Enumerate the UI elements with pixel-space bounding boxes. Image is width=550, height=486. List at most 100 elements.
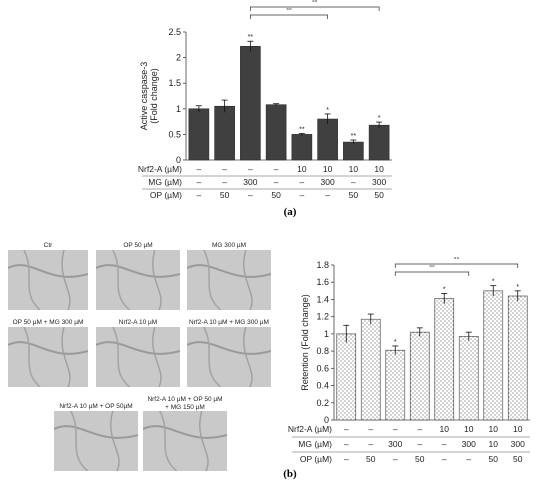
condition-value: – xyxy=(222,164,227,174)
y-tick-label: 1.4 xyxy=(316,294,329,304)
micrograph-caption: MG 300 µM xyxy=(211,242,247,249)
condition-value: 50 xyxy=(349,190,359,200)
condition-value: 300 xyxy=(372,177,386,187)
y-tick-label: 0.4 xyxy=(316,381,329,391)
bar xyxy=(409,331,430,421)
bar xyxy=(265,104,287,161)
significance-mark: * xyxy=(326,107,329,114)
condition-label: Nrf2-A (µM) xyxy=(138,164,182,174)
condition-value: 50 xyxy=(374,190,384,200)
y-tick-label: 1.8 xyxy=(316,260,329,270)
micrograph xyxy=(8,327,88,387)
condition-value: – xyxy=(197,190,202,200)
condition-value: – xyxy=(222,177,227,187)
condition-value: – xyxy=(197,164,202,174)
comparison-bracket xyxy=(394,271,470,276)
condition-value: 300 xyxy=(388,439,402,449)
condition-value: 10 xyxy=(489,424,499,434)
condition-value: 10 xyxy=(297,164,307,174)
bar xyxy=(240,46,261,161)
condition-value: 10 xyxy=(374,164,384,174)
condition-value: – xyxy=(248,164,253,174)
condition-label: MG (µM) xyxy=(298,439,332,449)
chart-b: 0 0.2 0.4 0.6 0.8 1 1.2 1.4 1.6 1.8 Retention (Fol… xyxy=(283,256,530,480)
micrograph xyxy=(8,250,88,310)
bar xyxy=(214,105,235,161)
bracket-label: °° xyxy=(286,7,292,15)
condition-value: – xyxy=(300,190,305,200)
bar xyxy=(434,298,455,421)
panel-label: (a) xyxy=(284,206,297,218)
significance-mark: ** xyxy=(351,133,357,140)
condition-value: 300 xyxy=(511,439,525,449)
bar xyxy=(458,336,479,421)
y-tick-label: 1 xyxy=(176,104,181,114)
micrograph-caption: Nrf2-A 10 µM + MG 300 µM xyxy=(189,319,269,326)
condition-value: – xyxy=(197,177,202,187)
significance-mark: ** xyxy=(248,34,254,41)
condition-value: 10 xyxy=(349,164,359,174)
bar xyxy=(507,295,528,421)
y-tick-label: 2.5 xyxy=(168,27,181,37)
condition-value: 10 xyxy=(489,439,499,449)
condition-value: – xyxy=(274,164,279,174)
condition-label: OP (µM) xyxy=(150,190,182,200)
bracket-label: °° xyxy=(454,256,460,264)
condition-value: – xyxy=(344,454,349,464)
condition-value: – xyxy=(442,454,447,464)
condition-value: – xyxy=(442,439,447,449)
condition-value: 50 xyxy=(220,190,230,200)
condition-value: 50 xyxy=(415,454,425,464)
condition-value: 300 xyxy=(462,439,476,449)
condition-value: – xyxy=(417,439,422,449)
condition-value: 50 xyxy=(489,454,499,464)
condition-value: – xyxy=(368,439,373,449)
y-tick-label: 0 xyxy=(176,155,181,165)
condition-value: 10 xyxy=(440,424,450,434)
bar xyxy=(483,290,504,421)
bracket-label: °° xyxy=(312,0,318,7)
y-axis-label: Active caspase-3(Fold change) xyxy=(139,62,159,131)
chart-a: 0 0.5 1 1.5 2 2.5 Active caspase-3(Fold change… xyxy=(138,0,392,218)
condition-value: 50 xyxy=(366,454,376,464)
significance-mark: * xyxy=(443,286,446,293)
bar xyxy=(291,134,313,161)
y-tick-label: 1.2 xyxy=(316,312,329,322)
bar xyxy=(360,318,381,421)
micrograph-caption: Ctr xyxy=(43,242,53,249)
condition-value: 300 xyxy=(321,177,335,187)
y-tick-label: 0.5 xyxy=(168,129,181,139)
condition-label: OP (µM) xyxy=(300,454,332,464)
condition-value: – xyxy=(393,454,398,464)
micrograph xyxy=(96,327,180,387)
y-axis-label: Retention (Fold change) xyxy=(300,294,310,391)
micrograph-caption: OP 50 µM + MG 300 µM xyxy=(12,319,84,326)
panel-label: (b) xyxy=(283,468,297,480)
condition-value: – xyxy=(344,424,349,434)
y-tick-label: 1.6 xyxy=(316,277,329,287)
micrograph xyxy=(187,250,271,310)
bar xyxy=(368,124,390,161)
condition-value: 50 xyxy=(513,454,523,464)
condition-value: – xyxy=(417,424,422,434)
significance-mark: * xyxy=(378,115,381,122)
condition-value: – xyxy=(274,177,279,187)
comparison-bracket xyxy=(394,263,519,268)
condition-value: 50 xyxy=(271,190,281,200)
condition-value: 10 xyxy=(513,424,523,434)
micrograph xyxy=(143,411,227,471)
y-tick-label: 1.5 xyxy=(168,78,181,88)
y-tick-label: 0 xyxy=(324,415,329,425)
significance-mark: ** xyxy=(299,126,305,133)
condition-value: – xyxy=(351,177,356,187)
condition-value: 10 xyxy=(323,164,333,174)
condition-value: 300 xyxy=(243,177,257,187)
y-tick-label: 0.2 xyxy=(316,398,329,408)
micrograph-caption: Nrf2-A 10 µM + OP 50 µM + MG 150 µM xyxy=(147,396,223,411)
micrograph-caption: Nrf2-A 10 µM + OP 50µM xyxy=(59,403,133,410)
micrograph xyxy=(96,250,180,310)
condition-label: Nrf2-A (µM) xyxy=(288,424,332,434)
significance-mark: * xyxy=(394,339,397,346)
bar xyxy=(188,108,210,161)
